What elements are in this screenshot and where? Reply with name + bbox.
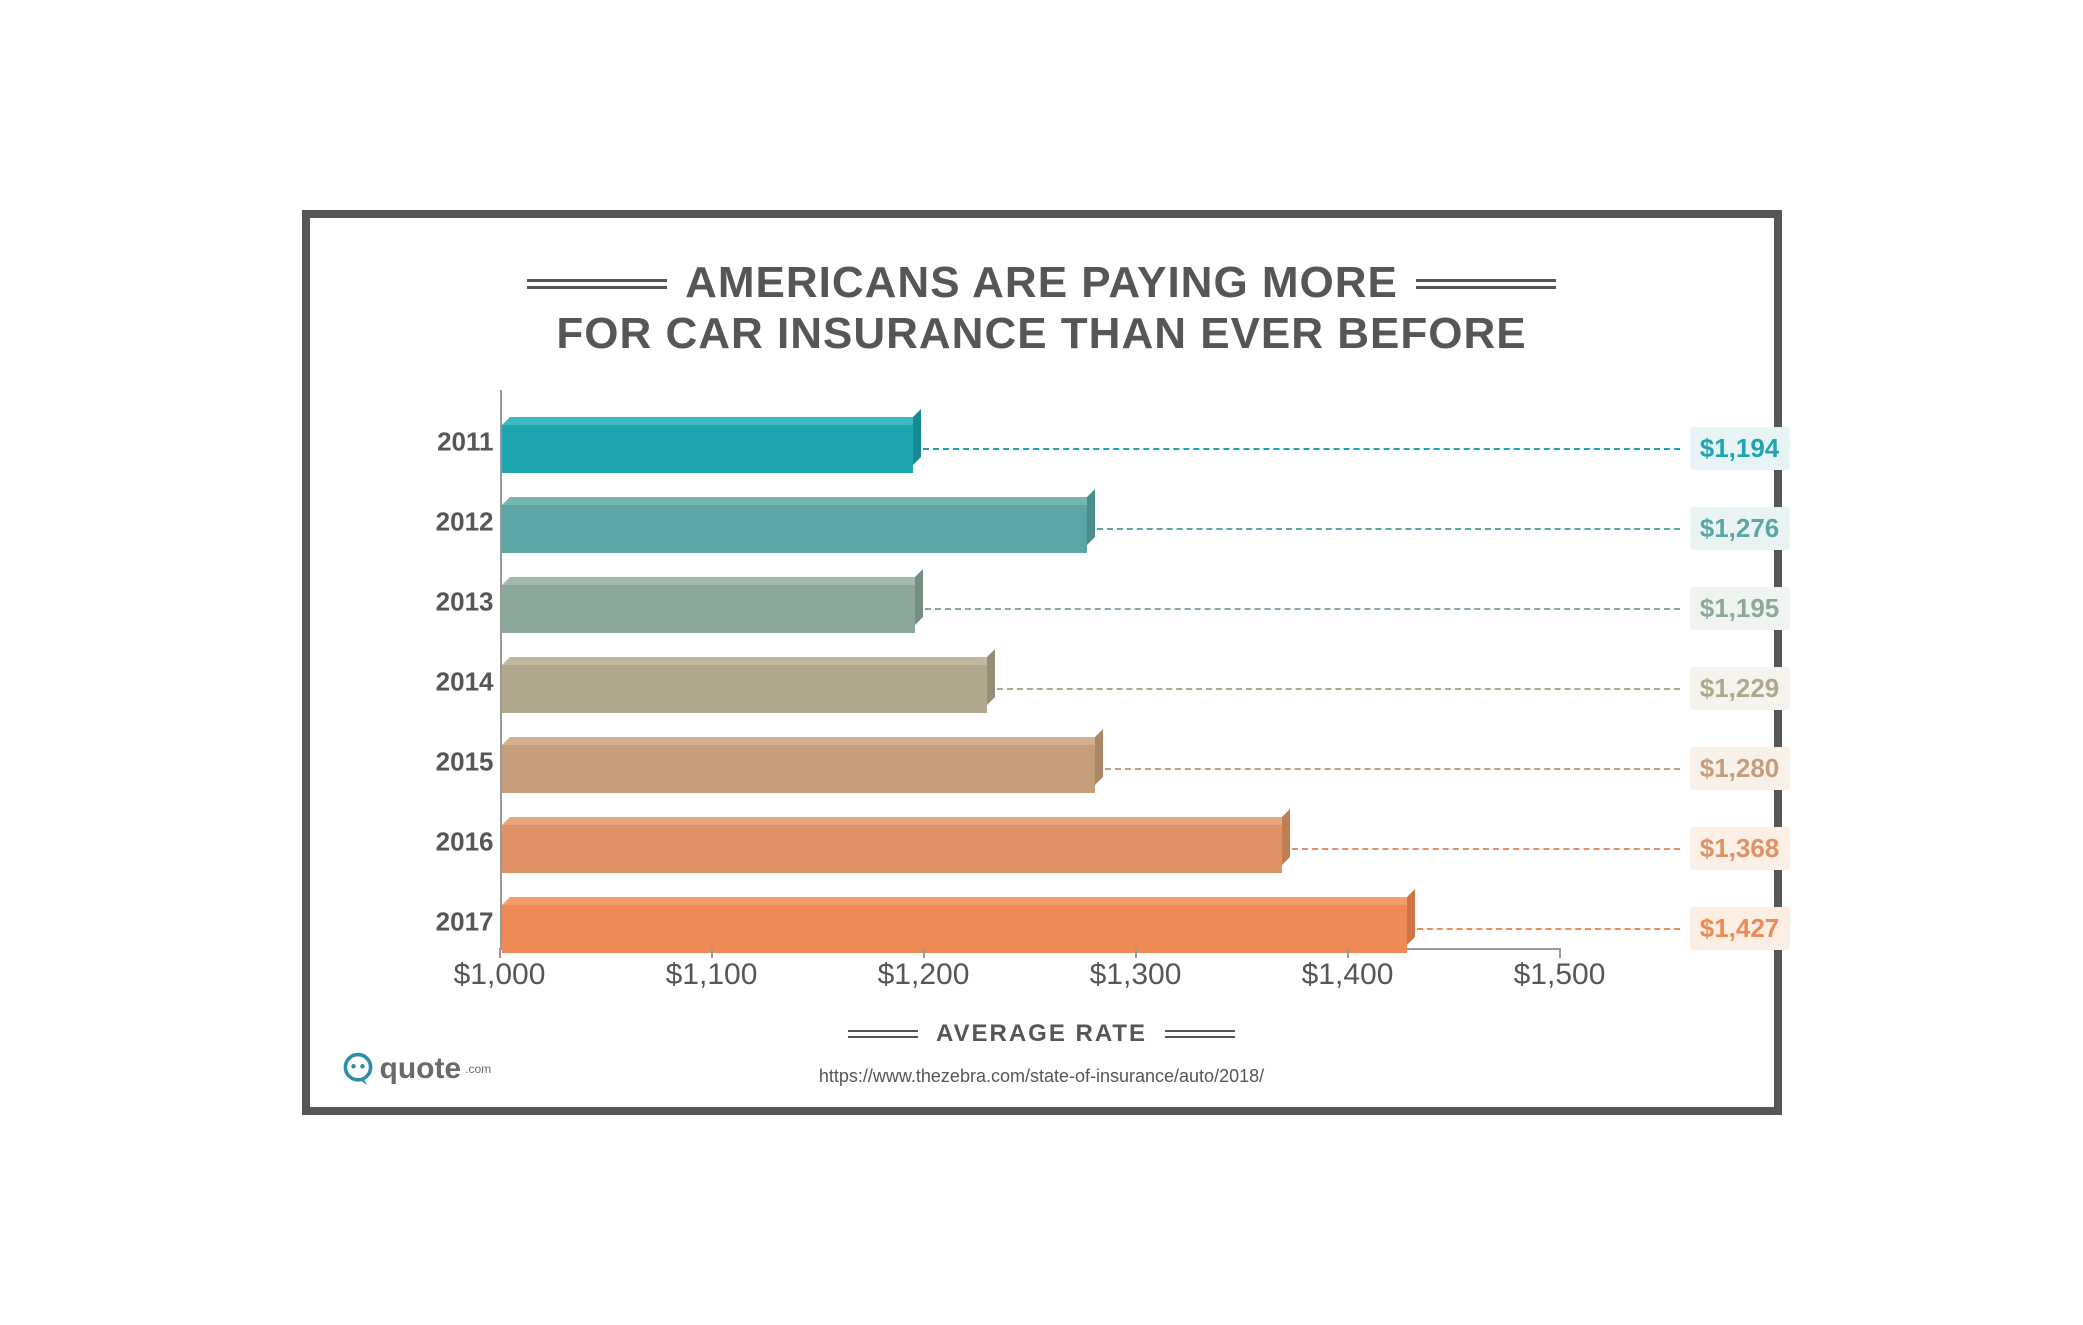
bar-row: 2016$1,368 bbox=[502, 818, 1790, 880]
bar-row: 2012$1,276 bbox=[502, 498, 1790, 560]
bar bbox=[502, 585, 915, 633]
connector-line bbox=[1292, 848, 1680, 850]
bar-row: 2011$1,194 bbox=[502, 418, 1790, 480]
x-tick-label: $1,400 bbox=[1302, 958, 1394, 992]
connector-line bbox=[1097, 528, 1680, 530]
connector-line bbox=[923, 448, 1680, 450]
x-axis-label-text: AVERAGE RATE bbox=[936, 1020, 1147, 1048]
value-badge: $1,195 bbox=[1690, 587, 1790, 630]
year-label: 2015 bbox=[424, 746, 494, 777]
title-rule-right bbox=[1416, 279, 1556, 289]
axis-rule-right bbox=[1165, 1030, 1235, 1038]
x-tick-label: $1,000 bbox=[454, 958, 546, 992]
title-text-1: AMERICANS ARE PAYING MORE bbox=[685, 258, 1398, 309]
x-tick-label: $1,500 bbox=[1514, 958, 1606, 992]
year-label: 2016 bbox=[424, 826, 494, 857]
value-badge: $1,229 bbox=[1690, 667, 1790, 710]
year-label: 2013 bbox=[424, 586, 494, 617]
bar-row: 2014$1,229 bbox=[502, 658, 1790, 720]
x-tick-label: $1,200 bbox=[878, 958, 970, 992]
x-axis-label: AVERAGE RATE bbox=[360, 1020, 1724, 1048]
bar-row: 2013$1,195 bbox=[502, 578, 1790, 640]
bar bbox=[502, 825, 1282, 873]
bar bbox=[502, 745, 1096, 793]
connector-line bbox=[997, 688, 1680, 690]
bar-chart: 2011$1,1942012$1,2762013$1,1952014$1,229… bbox=[420, 390, 1694, 1010]
title-line-1: AMERICANS ARE PAYING MORE bbox=[527, 258, 1556, 309]
plot-area: 2011$1,1942012$1,2762013$1,1952014$1,229… bbox=[500, 390, 1560, 950]
bar bbox=[502, 425, 913, 473]
bar bbox=[502, 665, 987, 713]
x-axis-ticks: $1,000$1,100$1,200$1,300$1,400$1,500 bbox=[500, 950, 1560, 1010]
logo: quote .com bbox=[340, 1051, 492, 1087]
title-line-2: FOR CAR INSURANCE THAN EVER BEFORE bbox=[360, 309, 1724, 360]
bar-row: 2015$1,280 bbox=[502, 738, 1790, 800]
value-badge: $1,427 bbox=[1690, 907, 1790, 950]
value-badge: $1,368 bbox=[1690, 827, 1790, 870]
chart-title: AMERICANS ARE PAYING MORE FOR CAR INSURA… bbox=[360, 258, 1724, 359]
year-label: 2012 bbox=[424, 506, 494, 537]
x-tick-label: $1,300 bbox=[1090, 958, 1182, 992]
axis-rule-left bbox=[848, 1030, 918, 1038]
value-badge: $1,280 bbox=[1690, 747, 1790, 790]
value-badge: $1,276 bbox=[1690, 507, 1790, 550]
year-label: 2014 bbox=[424, 666, 494, 697]
quote-logo-icon bbox=[340, 1051, 376, 1087]
value-badge: $1,194 bbox=[1690, 427, 1790, 470]
chart-frame: AMERICANS ARE PAYING MORE FOR CAR INSURA… bbox=[302, 210, 1782, 1114]
year-label: 2011 bbox=[424, 426, 494, 457]
connector-line bbox=[1417, 928, 1680, 930]
x-tick-label: $1,100 bbox=[666, 958, 758, 992]
logo-suffix: .com bbox=[465, 1062, 491, 1076]
connector-line bbox=[1105, 768, 1679, 770]
bar bbox=[502, 905, 1407, 953]
year-label: 2017 bbox=[424, 906, 494, 937]
bar bbox=[502, 505, 1087, 553]
logo-text: quote bbox=[380, 1052, 462, 1086]
title-rule-left bbox=[527, 279, 667, 289]
connector-line bbox=[925, 608, 1680, 610]
source-url: https://www.thezebra.com/state-of-insura… bbox=[360, 1066, 1724, 1087]
